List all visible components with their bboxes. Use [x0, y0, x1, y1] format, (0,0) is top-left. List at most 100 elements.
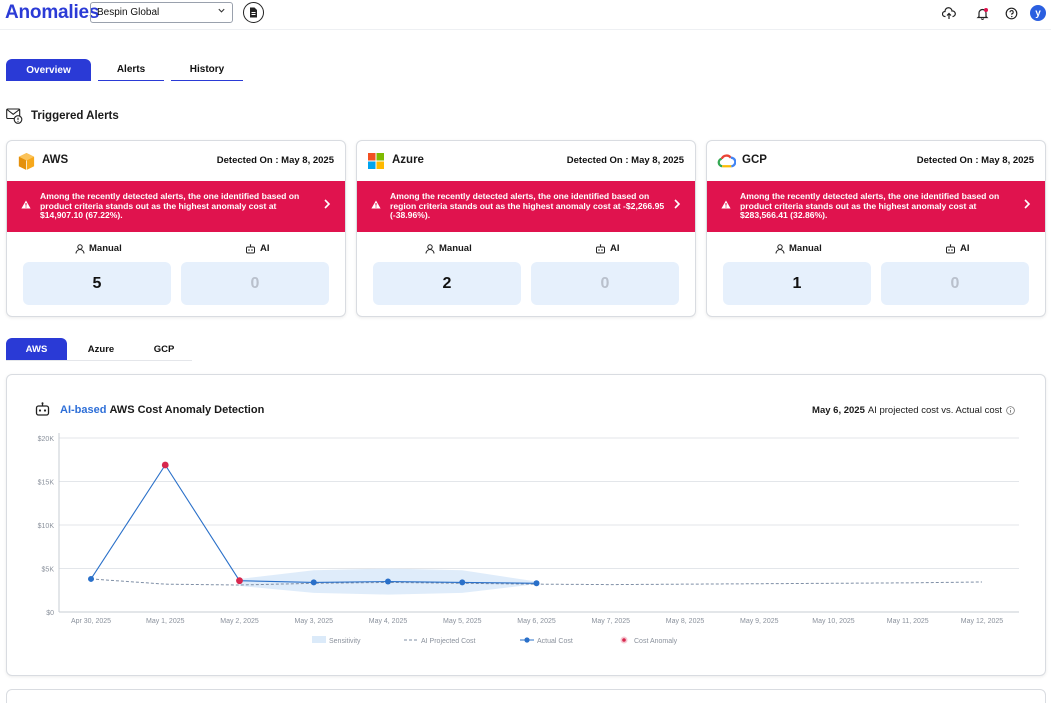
- top-bar: Anomalies Bespin Global y: [0, 0, 1051, 30]
- robot-icon: [596, 243, 605, 253]
- highest-anomaly-alert[interactable]: Among the recently detected alerts, the …: [7, 181, 345, 232]
- manual-label: Manual: [75, 243, 122, 254]
- y-tick-label: $5K: [42, 567, 55, 574]
- aws-alert-card: AWS Detected On : May 8, 2025 Among the …: [6, 140, 346, 317]
- chart-title: AI-based AWS Cost Anomaly Detection: [35, 402, 264, 417]
- help-icon[interactable]: [1003, 5, 1019, 21]
- y-tick-label: $20K: [38, 436, 55, 443]
- ai-count[interactable]: 0: [181, 262, 329, 305]
- actual-cost-point: [88, 575, 94, 582]
- x-tick-label: May 10, 2025: [812, 618, 855, 625]
- tab-gcp[interactable]: GCP: [153, 344, 175, 355]
- report-document-button[interactable]: [243, 2, 264, 23]
- chart-subtitle-rest: AI projected cost vs. Actual cost: [867, 405, 1002, 416]
- legend-projected-label: AI Projected Cost: [421, 638, 476, 645]
- ai-label-text: AI: [610, 243, 620, 254]
- section-title-text: Triggered Alerts: [31, 110, 119, 122]
- next-section-card: [6, 689, 1046, 703]
- page-title: Anomalies: [5, 2, 100, 23]
- ai-label-text: AI: [960, 243, 970, 254]
- cost-anomaly-point: [236, 577, 243, 585]
- ai-label: AI: [245, 243, 270, 254]
- chart-subtitle-date: May 6, 2025: [812, 405, 865, 416]
- card-header: GCP Detected On : May 8, 2025: [707, 141, 1045, 181]
- tab-azure[interactable]: Azure: [87, 344, 115, 355]
- tab-history[interactable]: History: [171, 59, 243, 81]
- upload-cloud-icon[interactable]: [941, 5, 957, 21]
- user-avatar[interactable]: y: [1030, 5, 1046, 21]
- x-tick-label: May 1, 2025: [146, 618, 185, 625]
- aws-logo-icon: [18, 152, 35, 171]
- highest-anomaly-alert[interactable]: Among the recently detected alerts, the …: [707, 181, 1045, 232]
- warning-icon: [371, 200, 381, 209]
- tab-aws[interactable]: AWS: [6, 338, 67, 361]
- alert-message: Among the recently detected alerts, the …: [40, 191, 300, 220]
- manual-count[interactable]: 1: [723, 262, 871, 305]
- chevron-right-icon: [324, 199, 331, 209]
- document-icon: [250, 7, 257, 18]
- manual-label: Manual: [775, 243, 822, 254]
- x-tick-label: May 4, 2025: [369, 618, 408, 625]
- chevron-down-icon: [217, 6, 226, 18]
- user-icon: [425, 243, 435, 254]
- microsoft-logo-icon: [368, 153, 384, 169]
- robot-icon: [946, 243, 955, 253]
- legend-anomaly-dot: [622, 638, 626, 642]
- x-tick-label: May 3, 2025: [294, 618, 333, 625]
- card-header: Azure Detected On : May 8, 2025: [357, 141, 695, 181]
- legend-sensitivity-label: Sensitivity: [329, 638, 361, 645]
- warning-icon: [721, 200, 731, 209]
- triggered-alerts-heading: Triggered Alerts: [6, 107, 119, 125]
- y-tick-label: $10K: [38, 523, 55, 530]
- ai-count[interactable]: 0: [531, 262, 679, 305]
- chart-title-ai: AI-based: [60, 403, 107, 416]
- ai-count[interactable]: 0: [881, 262, 1029, 305]
- tab-alerts[interactable]: Alerts: [98, 59, 164, 81]
- ai-label-text: AI: [260, 243, 270, 254]
- provider-name: AWS: [42, 154, 69, 166]
- x-tick-label: May 8, 2025: [666, 618, 705, 625]
- x-tick-label: May 12, 2025: [961, 618, 1004, 625]
- warning-icon: [21, 200, 31, 209]
- legend-sensitivity-swatch: [312, 636, 326, 643]
- provider-name: GCP: [742, 154, 767, 166]
- card-header: AWS Detected On : May 8, 2025: [7, 141, 345, 181]
- cost-anomaly-line-chart: $0 $5K $10K $15K $20K Apr 30, 2025 May 1, 2025…: [38, 433, 1019, 645]
- actual-cost-line: [90, 463, 537, 584]
- y-tick-label: $15K: [38, 480, 55, 487]
- actual-cost-point: [310, 579, 317, 586]
- x-tick-label: May 7, 2025: [591, 618, 630, 625]
- user-icon: [75, 243, 85, 254]
- provider-name: Azure: [392, 154, 424, 166]
- x-tick-label: May 5, 2025: [443, 618, 482, 625]
- x-tick-label: May 11, 2025: [887, 618, 929, 625]
- highest-anomaly-alert[interactable]: Among the recently detected alerts, the …: [357, 181, 695, 232]
- robot-icon: [35, 402, 50, 416]
- detected-date: Detected On : May 8, 2025: [566, 155, 684, 166]
- x-tick-label: May 9, 2025: [740, 618, 779, 625]
- robot-icon: [246, 243, 255, 253]
- x-tick-label: May 2, 2025: [220, 618, 259, 625]
- chevron-right-icon: [1024, 199, 1031, 209]
- user-icon: [775, 243, 785, 254]
- manual-label: Manual: [425, 243, 472, 254]
- tab-overview[interactable]: Overview: [6, 59, 91, 81]
- ai-label: AI: [945, 243, 970, 254]
- x-tick-label: May 6, 2025: [517, 618, 556, 625]
- detected-date: Detected On : May 8, 2025: [216, 155, 334, 166]
- ai-label: AI: [595, 243, 620, 254]
- bell-icon[interactable]: [974, 5, 990, 21]
- legend-actual-label: Actual Cost: [537, 638, 573, 645]
- alert-message: Among the recently detected alerts, the …: [740, 191, 1000, 220]
- actual-cost-point: [533, 580, 540, 587]
- info-icon[interactable]: [1006, 406, 1015, 415]
- cost-anomaly-point: [161, 461, 169, 469]
- manual-count[interactable]: 2: [373, 262, 521, 305]
- alert-mail-icon: [6, 108, 23, 124]
- actual-cost-point: [459, 579, 466, 586]
- legend-actual-dot: [524, 637, 530, 643]
- manual-count[interactable]: 5: [23, 262, 171, 305]
- chart-subtitle: May 6, 2025 AI projected cost vs. Actual…: [812, 405, 1015, 416]
- organization-select[interactable]: Bespin Global: [90, 2, 233, 23]
- actual-cost-point: [385, 578, 391, 585]
